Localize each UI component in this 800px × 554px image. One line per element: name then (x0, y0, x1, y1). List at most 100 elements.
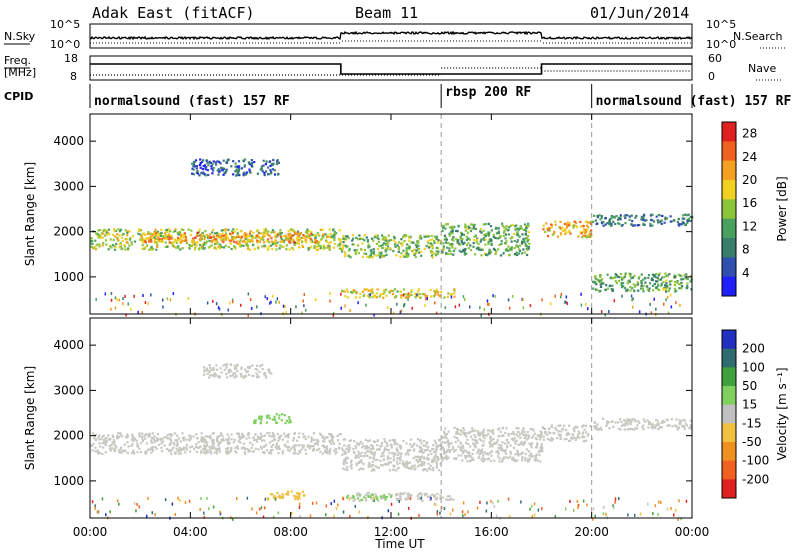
scatter-cell (236, 234, 239, 237)
scatter-cell (640, 218, 643, 221)
scatter-cell (130, 243, 133, 246)
scatter-cell (402, 288, 405, 291)
scatter-cell (675, 301, 677, 305)
scatter-cell (141, 240, 144, 243)
scatter-cell (379, 293, 382, 296)
scatter-cell (152, 236, 155, 240)
scatter-cell (626, 282, 629, 285)
scatter-cell (444, 427, 447, 430)
scatter-cell (490, 454, 493, 457)
scatter-cell (196, 234, 199, 237)
scatter-cell (642, 217, 645, 220)
scatter-cell (150, 447, 153, 450)
scatter-cell (585, 302, 587, 306)
scatter-cell (623, 419, 626, 422)
scatter-cell (482, 435, 485, 438)
scatter-cell (348, 439, 351, 443)
scatter-cell (507, 497, 510, 501)
scatter-cell (270, 244, 273, 247)
scatter-cell (162, 236, 165, 240)
scatter-cell (169, 237, 172, 240)
scatter-cell (176, 439, 179, 442)
scatter-cell (487, 241, 490, 244)
scatter-cell (120, 236, 123, 239)
scatter-cell (365, 252, 368, 255)
scatter-cell (345, 462, 348, 465)
scatter-cell (385, 496, 388, 499)
scatter-cell (227, 371, 230, 374)
scatter-cell (587, 226, 590, 229)
power-colorbar-frame (721, 121, 737, 297)
scatter-cell (392, 250, 395, 253)
scatter-cell (112, 436, 115, 439)
scatter-cell (330, 438, 333, 441)
scatter-cell (447, 292, 450, 295)
scatter-cell (561, 226, 564, 229)
scatter-cell (225, 170, 228, 173)
scatter-cell (278, 300, 280, 304)
scatter-cell (455, 436, 459, 439)
scatter-cell (655, 307, 657, 311)
scatter-cell (373, 496, 375, 500)
scatter-cell (292, 437, 296, 440)
scatter-cell (378, 244, 381, 248)
scatter-cell (253, 439, 256, 442)
scatter-cell (623, 287, 626, 290)
scatter-cell (204, 242, 208, 245)
scatter-cell (172, 230, 175, 233)
scatter-cell (459, 447, 462, 450)
scatter-cell (580, 232, 583, 235)
scatter-cell (396, 462, 399, 466)
scatter-cell (554, 220, 557, 223)
scatter-cell (217, 245, 220, 248)
scatter-cell (619, 428, 622, 431)
scatter-cell (352, 496, 355, 499)
scatter-cell (396, 443, 399, 446)
scatter-cell (379, 253, 383, 256)
scatter-cell (649, 302, 651, 306)
scatter-cell (524, 435, 527, 438)
scatter-cell (498, 243, 501, 247)
scatter-cell (101, 244, 104, 247)
scatter-cell (98, 243, 101, 246)
scatter-cell (359, 498, 363, 501)
scatter-cell (244, 158, 247, 161)
scatter-cell (616, 275, 619, 278)
scatter-cell (487, 231, 490, 234)
scatter-cell (475, 439, 478, 442)
scatter-cell (689, 419, 692, 422)
scatter-cell (160, 228, 163, 231)
scatter-cell (525, 230, 528, 233)
scatter-cell (219, 510, 221, 514)
power-colorbar-tick: 28 (742, 127, 757, 141)
scatter-cell (456, 241, 459, 244)
scatter-cell (471, 438, 474, 441)
scatter-cell (522, 298, 524, 302)
scatter-cell (666, 286, 669, 289)
scatter-cell (205, 435, 208, 438)
scatter-cell (484, 452, 487, 455)
scatter-cell (237, 440, 240, 443)
scatter-cell (303, 235, 306, 238)
scatter-cell (174, 229, 177, 232)
scatter-cell (180, 228, 183, 231)
scatter-cell (641, 287, 644, 290)
scatter-cell (335, 507, 338, 511)
scatter-cell (222, 438, 225, 441)
scatter-cell (182, 228, 185, 232)
scatter-cell (126, 435, 129, 438)
scatter-cell (173, 432, 176, 435)
scatter-cell (427, 462, 430, 465)
scatter-cell (363, 288, 366, 291)
scatter-cell (442, 436, 445, 439)
scatter-cell (385, 444, 388, 447)
scatter-cell (116, 236, 119, 240)
scatter-cell (242, 233, 245, 236)
scatter-cell (352, 237, 355, 240)
scatter-cell (436, 241, 439, 244)
scatter-cell (496, 449, 499, 453)
scatter-cell (208, 239, 211, 243)
scatter-cell (242, 240, 245, 243)
scatter-cell (467, 225, 470, 228)
scatter-cell (161, 450, 164, 453)
